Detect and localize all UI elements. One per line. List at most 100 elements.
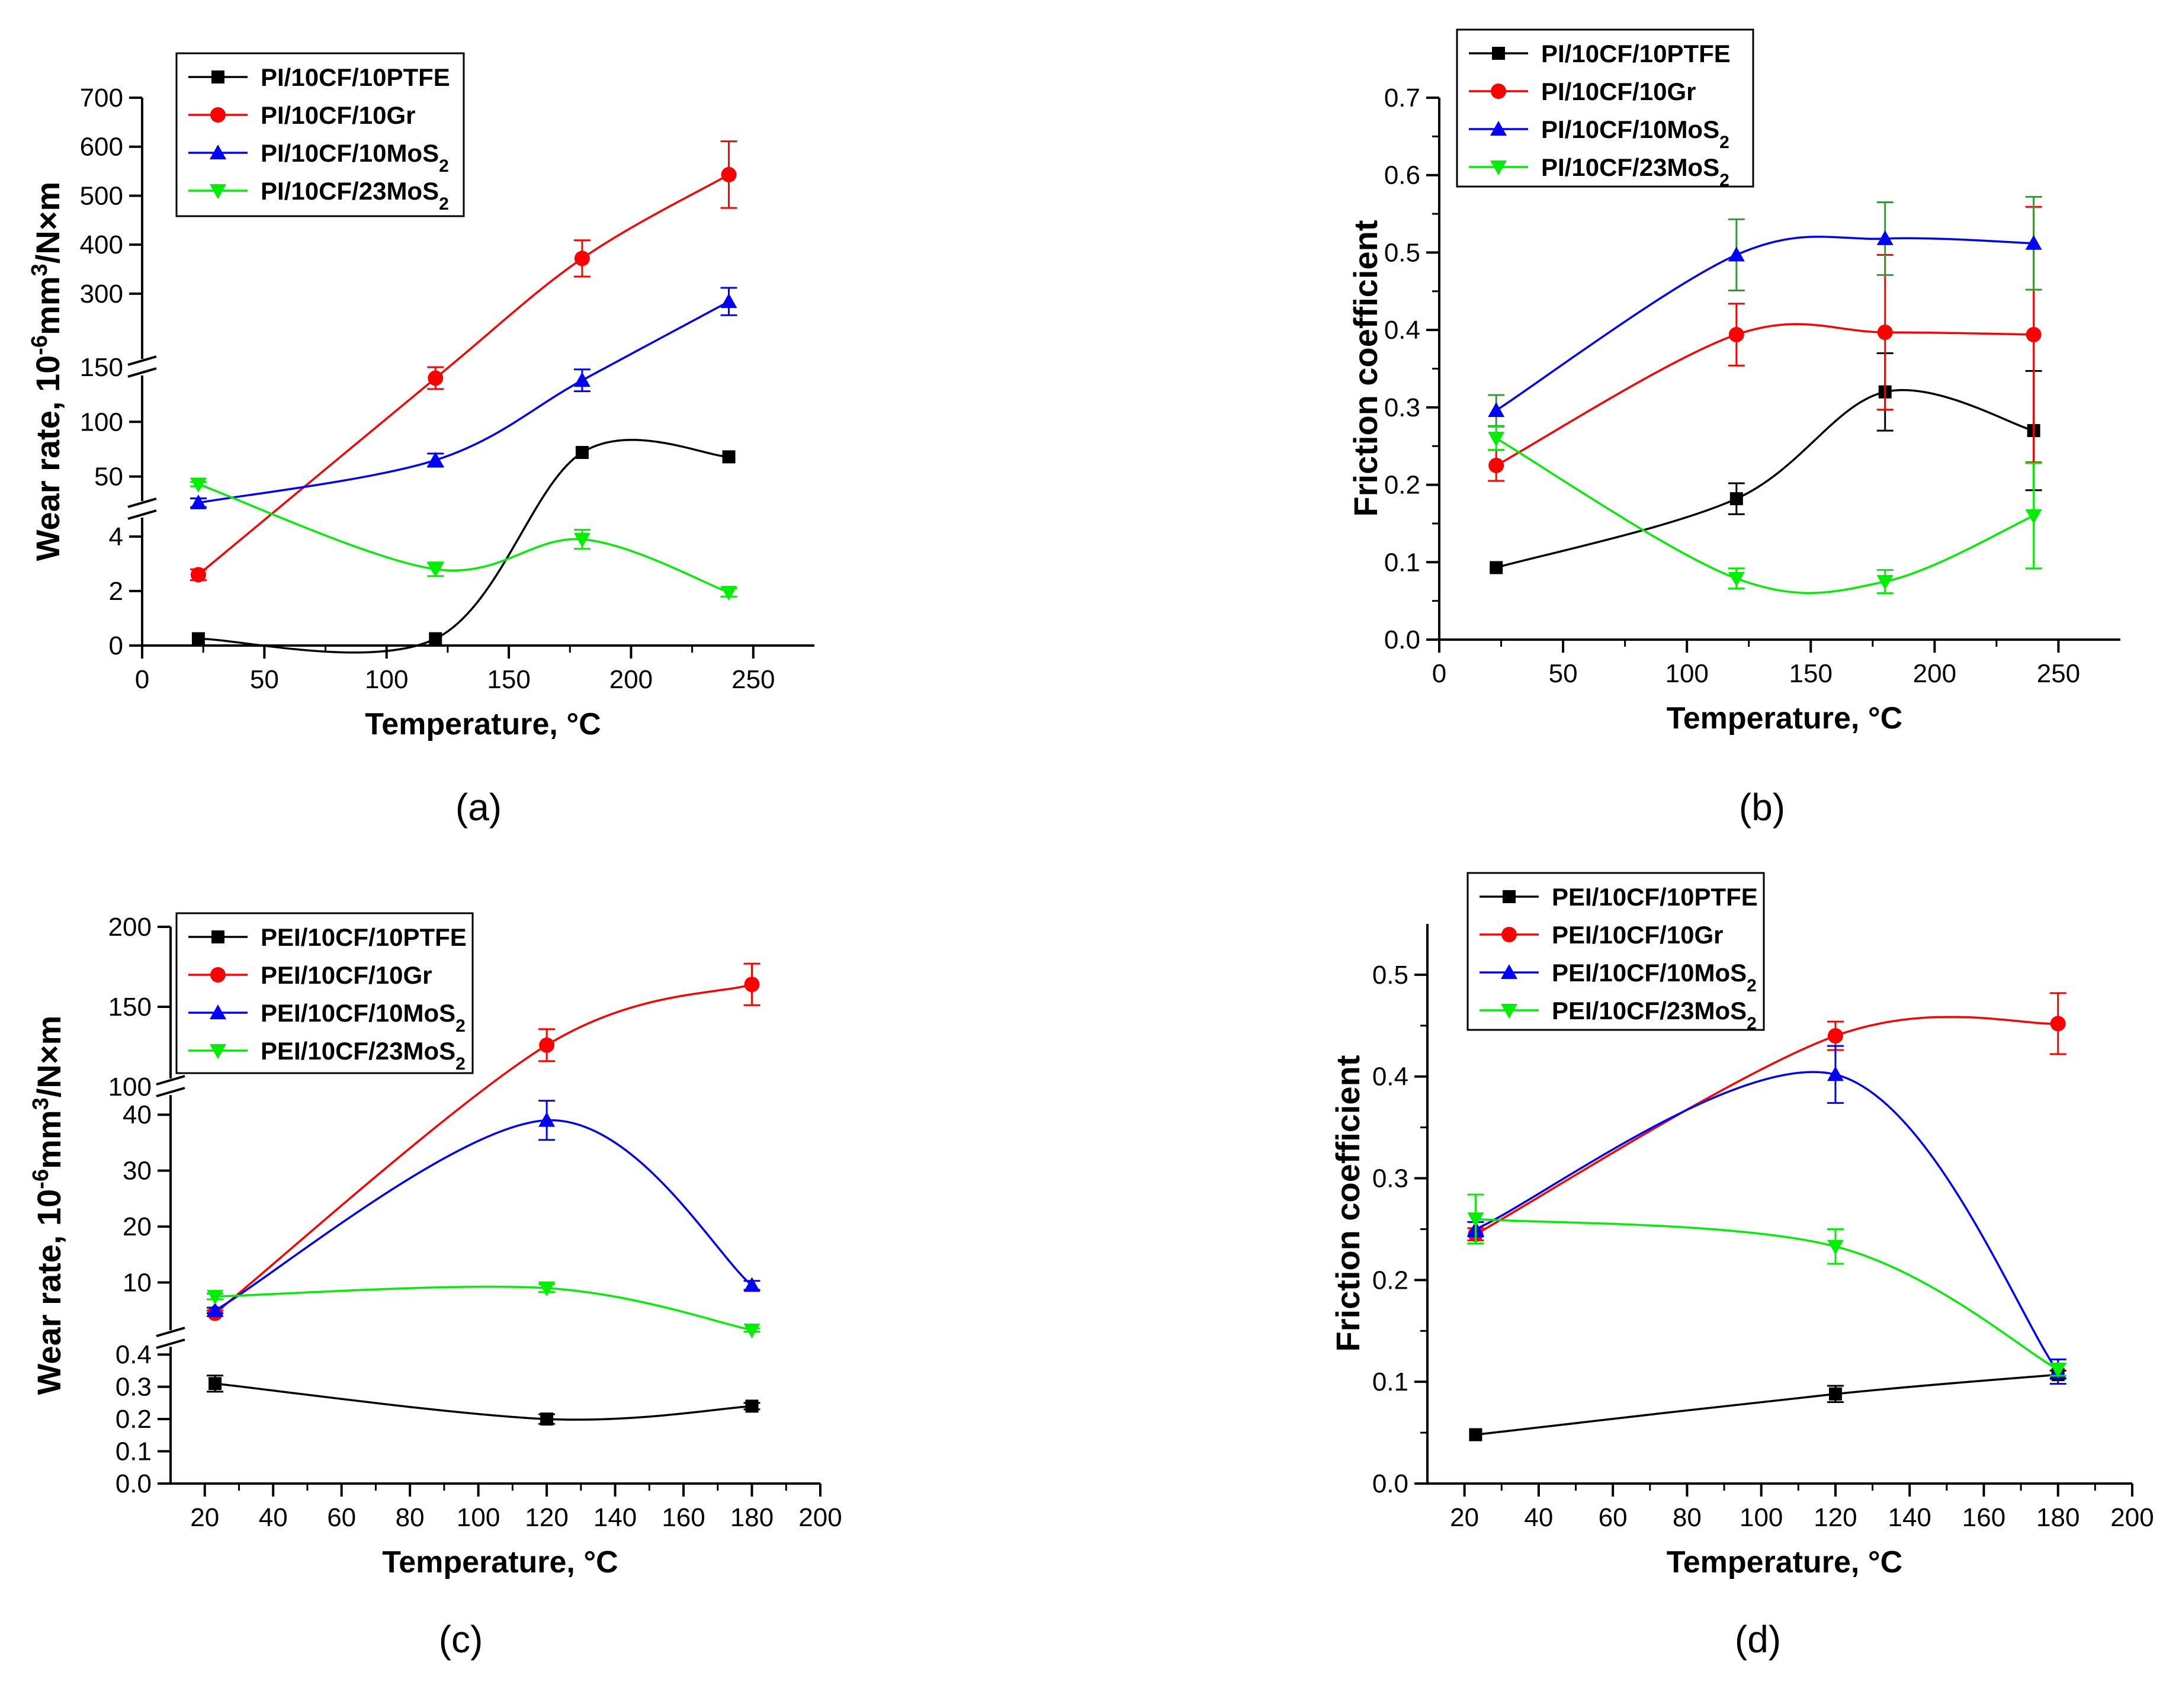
y-tick-label: 0.6 <box>1384 161 1420 190</box>
y-axis-title-part: /N×m <box>29 182 66 264</box>
legend-label: PEI/10CF/10PTFE <box>261 923 467 951</box>
axis-break-mark <box>156 1075 185 1086</box>
y-tick-label: 200 <box>108 913 152 942</box>
chart-a: 0 50 100 150 200 250 Temperature, °C 0 2 4 50 100 15… <box>27 52 814 741</box>
legend-box <box>1456 28 1754 188</box>
y-axis-title-part: mm <box>29 276 66 335</box>
y-axis-title-part: /N×m <box>30 1016 68 1098</box>
series-mos2_10 <box>1488 195 2042 427</box>
y-axis-title: Wear rate, 10-6mm3/N×m <box>27 182 66 561</box>
x-tick-label: 80 <box>1673 1503 1702 1532</box>
y-tick-label: 10 <box>123 1269 152 1298</box>
y-axis-title: Wear rate, 10-6mm3/N×m <box>28 1016 68 1395</box>
legend-label: PI/10CF/23MoS2 <box>261 177 449 214</box>
legend: PEI/10CF/10PTFE PEI/10CF/10Gr PEI/10CF/10M… <box>1466 872 1765 1033</box>
legend-marker <box>1490 121 1507 136</box>
series-line <box>1475 1016 2058 1235</box>
axis-break-mark <box>127 355 157 366</box>
chart-c: 20 40 60 80 100 120 140 160 180 200 Temperature, °… <box>28 912 842 1579</box>
data-point <box>2026 326 2042 342</box>
legend-label: PI/10CF/10PTFE <box>261 63 450 91</box>
legend-label-subscript: 2 <box>439 156 449 176</box>
y-tick-label: 20 <box>123 1212 152 1241</box>
series-line <box>198 439 729 654</box>
y-tick-label: 0.0 <box>1372 1469 1408 1498</box>
legend-label-text: PI/10CF/10PTFE <box>261 63 450 91</box>
data-point <box>191 632 205 646</box>
x-tick-label: 250 <box>2037 659 2080 688</box>
y-tick-label: 700 <box>80 84 123 113</box>
series-line <box>215 1285 752 1331</box>
chart-d: 20 40 60 80 100 120 140 160 180 200 Temperature, °… <box>1329 872 2154 1579</box>
y-tick-label: 2 <box>109 577 123 606</box>
y-tick-label: 0.0 <box>115 1469 152 1498</box>
y-tick-label: 500 <box>80 181 123 210</box>
y-axis-title-part: Wear rate, 10 <box>30 1189 68 1395</box>
y-tick-label: 0.1 <box>1372 1367 1408 1396</box>
axis-break-mark <box>127 509 157 520</box>
y-tick-label: 0.4 <box>1372 1062 1408 1091</box>
data-point <box>720 586 737 601</box>
legend-label-text: PEI/10CF/10MoS <box>1552 959 1747 987</box>
series-mos2_23 <box>207 1282 760 1338</box>
y-axis-title: Friction coefficient <box>1329 1055 1366 1352</box>
y-axis-title-part: -6 <box>27 335 52 355</box>
y-axis-title-part: mm <box>30 1110 68 1169</box>
legend-box <box>175 912 474 1074</box>
legend-box <box>1466 872 1765 1031</box>
series-ptfe <box>207 1375 760 1426</box>
data-point <box>1488 402 1505 418</box>
series-line <box>198 300 730 504</box>
legend-label-subscript: 2 <box>455 1054 466 1074</box>
data-point <box>427 563 444 578</box>
legend-label-text: PI/10CF/23MoS <box>1541 153 1719 181</box>
legend-label: PEI/10CF/10PTFE <box>1552 883 1758 911</box>
y-tick-label: 0.2 <box>1384 471 1420 500</box>
series-gr <box>1488 206 2042 482</box>
legend-label-text: PI/10CF/10PTFE <box>1541 40 1731 68</box>
data-point <box>540 1412 554 1426</box>
panel-label: (b) <box>1739 786 1785 829</box>
legend-label-text: PEI/10CF/10Gr <box>1552 921 1723 949</box>
data-point <box>207 1290 224 1305</box>
x-tick-label: 160 <box>662 1503 705 1532</box>
series-mos2_10 <box>207 1100 760 1317</box>
x-tick-label: 100 <box>1740 1503 1783 1532</box>
data-point <box>427 451 444 467</box>
x-tick-label: 140 <box>593 1503 637 1532</box>
data-point <box>2050 1016 2066 1032</box>
legend-label: PI/10CF/10Gr <box>1541 78 1696 105</box>
legend-label: PI/10CF/10MoS2 <box>1541 115 1729 152</box>
chart-b: 0 50 100 150 200 250 Temperature, °C 0.0 0.1 0.2 0… <box>1347 28 2120 736</box>
legend-label-text: PEI/10CF/10PTFE <box>261 923 467 951</box>
data-point <box>1728 572 1745 587</box>
legend-marker <box>210 1004 226 1019</box>
x-tick-label: 60 <box>327 1503 356 1532</box>
data-point <box>538 1282 556 1296</box>
data-point <box>429 632 442 646</box>
legend-marker <box>210 145 226 159</box>
data-point <box>745 1399 759 1413</box>
y-axis-title-part: 3 <box>28 1097 53 1110</box>
data-point <box>1828 1387 1842 1401</box>
data-point <box>743 1323 760 1338</box>
legend-label: PEI/10CF/10MoS2 <box>261 999 466 1036</box>
x-tick-label: 140 <box>1888 1503 1931 1532</box>
x-tick-label: 120 <box>525 1503 568 1532</box>
y-tick-label: 0.4 <box>1384 316 1420 345</box>
y-tick-label: 0.7 <box>1384 84 1420 113</box>
x-axis-title: Temperature, °C <box>1667 1545 1902 1579</box>
x-tick-label: 150 <box>1789 659 1833 688</box>
data-point <box>538 1112 556 1127</box>
legend-marker <box>1491 84 1506 99</box>
series-line <box>1496 235 2034 412</box>
series-line <box>214 1119 753 1312</box>
y-tick-label: 50 <box>94 463 123 492</box>
axis-break-mark <box>156 1327 185 1337</box>
y-tick-label: 400 <box>80 230 123 259</box>
data-point <box>575 446 589 459</box>
axis-break-mark <box>127 367 157 378</box>
y-tick-label: 100 <box>108 1073 152 1102</box>
x-axis-title: Temperature, °C <box>382 1545 618 1579</box>
